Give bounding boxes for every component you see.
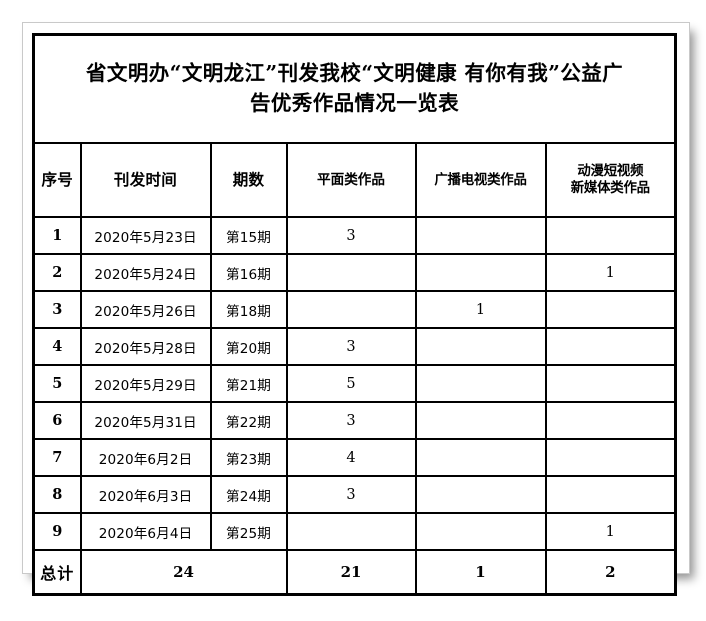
row-broadcast-works xyxy=(414,216,547,255)
row-animation-works: 1 xyxy=(544,512,677,551)
column-header-index: 序号 xyxy=(32,142,82,218)
row-index: 9 xyxy=(32,512,82,551)
row-publish-date: 2020年5月29日 xyxy=(79,364,212,403)
row-index: 2 xyxy=(32,253,82,292)
row-animation-works xyxy=(544,364,677,403)
row-publish-date: 2020年5月23日 xyxy=(79,216,212,255)
row-flat-works: 3 xyxy=(285,475,417,514)
row-index: 6 xyxy=(32,401,82,440)
row-issue: 第22期 xyxy=(209,401,288,440)
row-issue: 第18期 xyxy=(209,290,288,329)
table-title-row: 省文明办“文明龙江”刊发我校“文明健康 有你有我”公益广 告优秀作品情况一览表 xyxy=(32,33,677,144)
table-row: 6 2020年5月31日 第22期 3 xyxy=(32,401,677,440)
report-table: 省文明办“文明龙江”刊发我校“文明健康 有你有我”公益广 告优秀作品情况一览表 … xyxy=(32,33,678,596)
table-row: 7 2020年6月2日 第23期 4 xyxy=(32,438,677,477)
total-label: 总计 xyxy=(32,549,82,596)
row-publish-date: 2020年6月4日 xyxy=(79,512,212,551)
row-broadcast-works xyxy=(414,512,547,551)
row-animation-works xyxy=(544,401,677,440)
row-index: 7 xyxy=(32,438,82,477)
table-row: 8 2020年6月3日 第24期 3 xyxy=(32,475,677,514)
row-flat-works xyxy=(285,253,417,292)
row-index: 4 xyxy=(32,327,82,366)
row-broadcast-works xyxy=(414,475,547,514)
row-issue: 第25期 xyxy=(209,512,288,551)
row-index: 5 xyxy=(32,364,82,403)
table-row: 3 2020年5月26日 第18期 1 xyxy=(32,290,677,329)
row-flat-works: 3 xyxy=(285,401,417,440)
row-broadcast-works xyxy=(414,438,547,477)
column-header-animation-new-media-works: 动漫短视频 新媒体类作品 xyxy=(544,142,677,218)
row-animation-works: 1 xyxy=(544,253,677,292)
row-flat-works xyxy=(285,512,417,551)
column-header-flat-works: 平面类作品 xyxy=(285,142,417,218)
row-issue: 第23期 xyxy=(209,438,288,477)
total-broadcast-works: 1 xyxy=(414,549,547,596)
row-animation-works xyxy=(544,475,677,514)
row-index: 3 xyxy=(32,290,82,329)
table-row: 9 2020年6月4日 第25期 1 xyxy=(32,512,677,551)
table-total-row: 总计 24 21 1 2 xyxy=(32,549,677,596)
table-row: 4 2020年5月28日 第20期 3 xyxy=(32,327,677,366)
column-header-broadcast-tv-works: 广播电视类作品 xyxy=(414,142,547,218)
row-broadcast-works xyxy=(414,401,547,440)
total-animation-works: 2 xyxy=(544,549,677,596)
table-row: 1 2020年5月23日 第15期 3 xyxy=(32,216,677,255)
row-flat-works: 4 xyxy=(285,438,417,477)
row-index: 1 xyxy=(32,216,82,255)
row-issue: 第20期 xyxy=(209,327,288,366)
row-publish-date: 2020年5月28日 xyxy=(79,327,212,366)
table-row: 2 2020年5月24日 第16期 1 xyxy=(32,253,677,292)
table-row: 5 2020年5月29日 第21期 5 xyxy=(32,364,677,403)
row-flat-works: 5 xyxy=(285,364,417,403)
animation-header-line-2: 新媒体类作品 xyxy=(570,180,650,196)
row-animation-works xyxy=(544,290,677,329)
table-header-row: 序号 刊发时间 期数 平面类作品 广播电视类作品 动漫短视频 新媒体类作品 xyxy=(32,142,677,218)
row-issue: 第16期 xyxy=(209,253,288,292)
row-issue: 第24期 xyxy=(209,475,288,514)
row-publish-date: 2020年6月2日 xyxy=(79,438,212,477)
row-publish-date: 2020年5月26日 xyxy=(79,290,212,329)
row-issue: 第21期 xyxy=(209,364,288,403)
row-publish-date: 2020年5月31日 xyxy=(79,401,212,440)
page-title: 省文明办“文明龙江”刊发我校“文明健康 有你有我”公益广 告优秀作品情况一览表 xyxy=(32,33,677,144)
row-animation-works xyxy=(544,327,677,366)
row-publish-date: 2020年6月3日 xyxy=(79,475,212,514)
row-broadcast-works xyxy=(414,327,547,366)
row-broadcast-works xyxy=(414,253,547,292)
row-publish-date: 2020年5月24日 xyxy=(79,253,212,292)
title-line-2: 告优秀作品情况一览表 xyxy=(250,91,460,115)
row-broadcast-works xyxy=(414,364,547,403)
column-header-publish-date: 刊发时间 xyxy=(79,142,212,218)
row-issue: 第15期 xyxy=(209,216,288,255)
column-header-issue: 期数 xyxy=(209,142,288,218)
row-flat-works: 3 xyxy=(285,327,417,366)
row-broadcast-works: 1 xyxy=(414,290,547,329)
row-flat-works: 3 xyxy=(285,216,417,255)
row-flat-works xyxy=(285,290,417,329)
row-animation-works xyxy=(544,216,677,255)
row-animation-works xyxy=(544,438,677,477)
total-flat-works: 21 xyxy=(285,549,417,596)
total-issues-count: 24 xyxy=(79,549,288,596)
title-line-1: 省文明办“文明龙江”刊发我校“文明健康 有你有我”公益广 xyxy=(86,60,624,85)
row-index: 8 xyxy=(32,475,82,514)
animation-header-line-1: 动漫短视频 xyxy=(577,163,644,180)
